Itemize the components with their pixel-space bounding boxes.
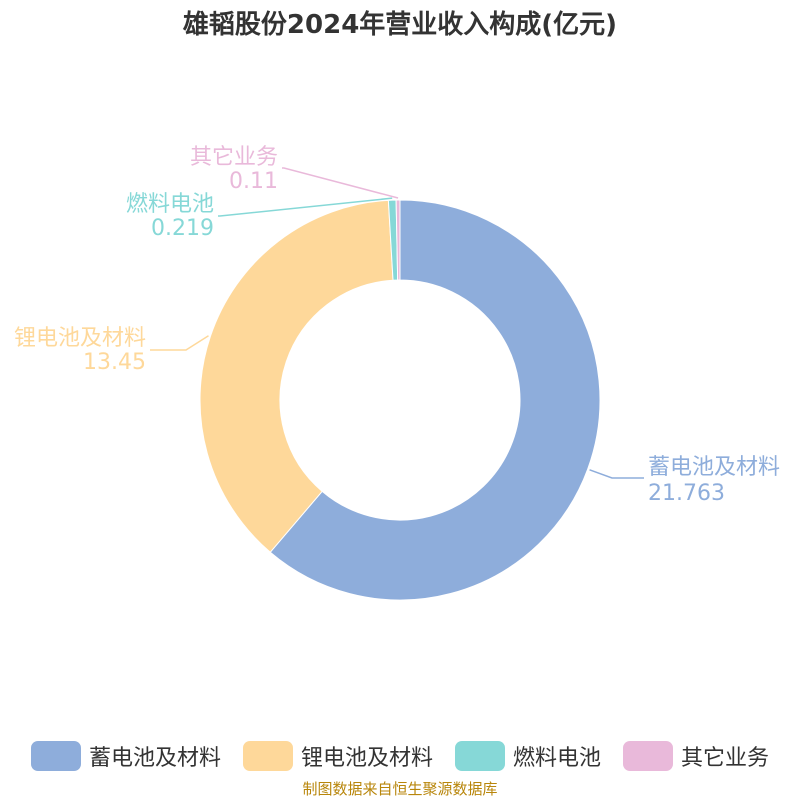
legend-label-0: 蓄电池及材料 xyxy=(88,746,221,771)
slice-0 xyxy=(269,199,601,601)
legend-item-1[interactable]: 锂电池及材料 xyxy=(242,740,433,772)
slice-label-name-0: 蓄电池及材料 xyxy=(648,455,780,480)
legend-label-1: 锂电池及材料 xyxy=(300,746,433,771)
legend-item-3[interactable]: 其它业务 xyxy=(623,740,769,772)
slice-label-value-2: 0.219 xyxy=(151,216,214,241)
legend-item-2[interactable]: 燃料电池 xyxy=(455,740,601,772)
slice-label-name-3: 其它业务 xyxy=(190,145,278,170)
leader-line-1 xyxy=(150,335,209,351)
slice-label-value-3: 0.11 xyxy=(229,169,278,194)
legend: 蓄电池及材料 锂电池及材料 燃料电池 其它业务 xyxy=(0,736,800,776)
chart-title: 雄韬股份2024年营业收入构成(亿元) xyxy=(182,10,618,40)
legend-swatch-1 xyxy=(242,741,293,771)
slice-label-name-2: 燃料电池 xyxy=(126,192,214,217)
legend-swatch-2 xyxy=(455,741,505,771)
legend-item-0[interactable]: 蓄电池及材料 xyxy=(30,740,221,772)
leader-line-3 xyxy=(282,167,399,199)
slice-label-value-0: 21.763 xyxy=(648,481,725,506)
legend-swatch-3 xyxy=(623,741,674,771)
slice-1 xyxy=(199,199,394,553)
legend-label-3: 其它业务 xyxy=(681,746,770,771)
slice-label-value-1: 13.45 xyxy=(83,350,146,375)
leader-line-2 xyxy=(218,197,393,217)
source-note: 制图数据来自恒生聚源数据库 xyxy=(302,780,498,798)
legend-label-2: 燃料电池 xyxy=(513,746,602,771)
legend-swatch-0 xyxy=(30,741,81,771)
slice-3 xyxy=(395,199,401,281)
leader-line-0 xyxy=(589,469,644,479)
slice-label-name-1: 锂电池及材料 xyxy=(14,326,146,351)
